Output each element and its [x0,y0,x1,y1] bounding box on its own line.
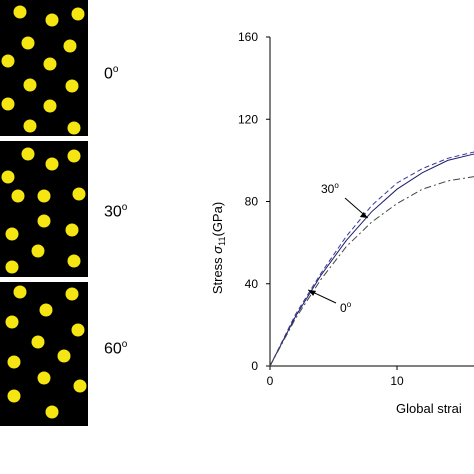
fiber [11,189,25,203]
fiber [5,260,19,274]
fiber [13,5,27,19]
fiber [67,121,81,135]
fiber [31,335,45,349]
fiber [72,187,86,201]
series-line-solid [269,153,474,367]
fiber [37,189,51,203]
fiber [7,355,21,369]
y-tick-label: 160 [238,30,258,44]
fiber [5,315,19,329]
angle-value: 60 [104,340,122,358]
chart-series [269,151,474,367]
fiber [1,170,15,184]
y-tick-label: 0 [251,359,258,373]
y-tick-label: 120 [238,112,258,126]
fiber [23,119,37,133]
angle-unit: o [112,64,119,75]
angle-label-30: 30o [104,202,127,221]
y-tick-label: 40 [245,277,259,291]
x-axis-label: Global strai [396,401,462,416]
fiber [71,323,85,337]
fiber [23,78,37,92]
y-label-subscript: 11 [217,237,227,246]
fiber [21,36,35,50]
fiber [43,99,57,113]
angle-unit: o [121,339,128,350]
series-line-dashdot [269,176,474,367]
series-line-dashed [269,151,474,367]
arrowhead-0 [308,289,317,296]
fiber [13,285,27,299]
fiber [65,223,79,237]
fiber [39,303,53,317]
fiber [57,349,71,363]
x-tick-label: 0 [267,374,274,388]
fiber [21,147,35,161]
annotation-0: 0o [340,300,352,315]
microstructure-panel-30 [0,141,88,277]
fiber [65,287,79,301]
angle-label-0: 0o [104,64,118,83]
fiber [7,389,21,403]
fiber [1,54,15,68]
fiber [31,244,45,258]
microstructure-panel-60 [0,282,88,426]
fiber [37,371,51,385]
fiber [71,7,85,21]
y-tick-label: 80 [245,195,259,209]
fiber [67,254,81,268]
chart-annotations: 30o 0o [307,181,369,315]
x-tick-label: 10 [390,374,404,388]
fiber [65,79,79,93]
y-label-prefix: Stress [210,254,225,294]
microstructure-panel-0 [0,0,88,136]
fiber [45,157,59,171]
annotation-30: 30o [321,181,339,196]
fiber-pattern-0 [1,5,85,135]
fiber [73,379,87,393]
y-label-symbol: σ [210,245,225,254]
fiber [1,97,15,111]
fiber [45,405,59,419]
fiber [63,39,77,53]
angle-unit: o [121,202,128,213]
fiber [45,13,59,27]
fiber [43,57,57,71]
chart-axes: 0 40 80 120 160 0 10 [238,30,474,388]
fiber-pattern-30 [1,147,86,274]
arrowhead-30 [359,211,368,218]
fiber [37,214,51,228]
angle-value: 0 [104,65,113,83]
fiber [67,149,81,163]
angle-label-60: 60o [104,339,127,358]
angle-value: 30 [104,203,122,221]
fiber [5,227,19,241]
y-label-unit: (GPa) [210,202,225,237]
y-axis-label: Stress σ11(GPa) [210,202,227,294]
fiber-pattern-60 [5,285,87,419]
